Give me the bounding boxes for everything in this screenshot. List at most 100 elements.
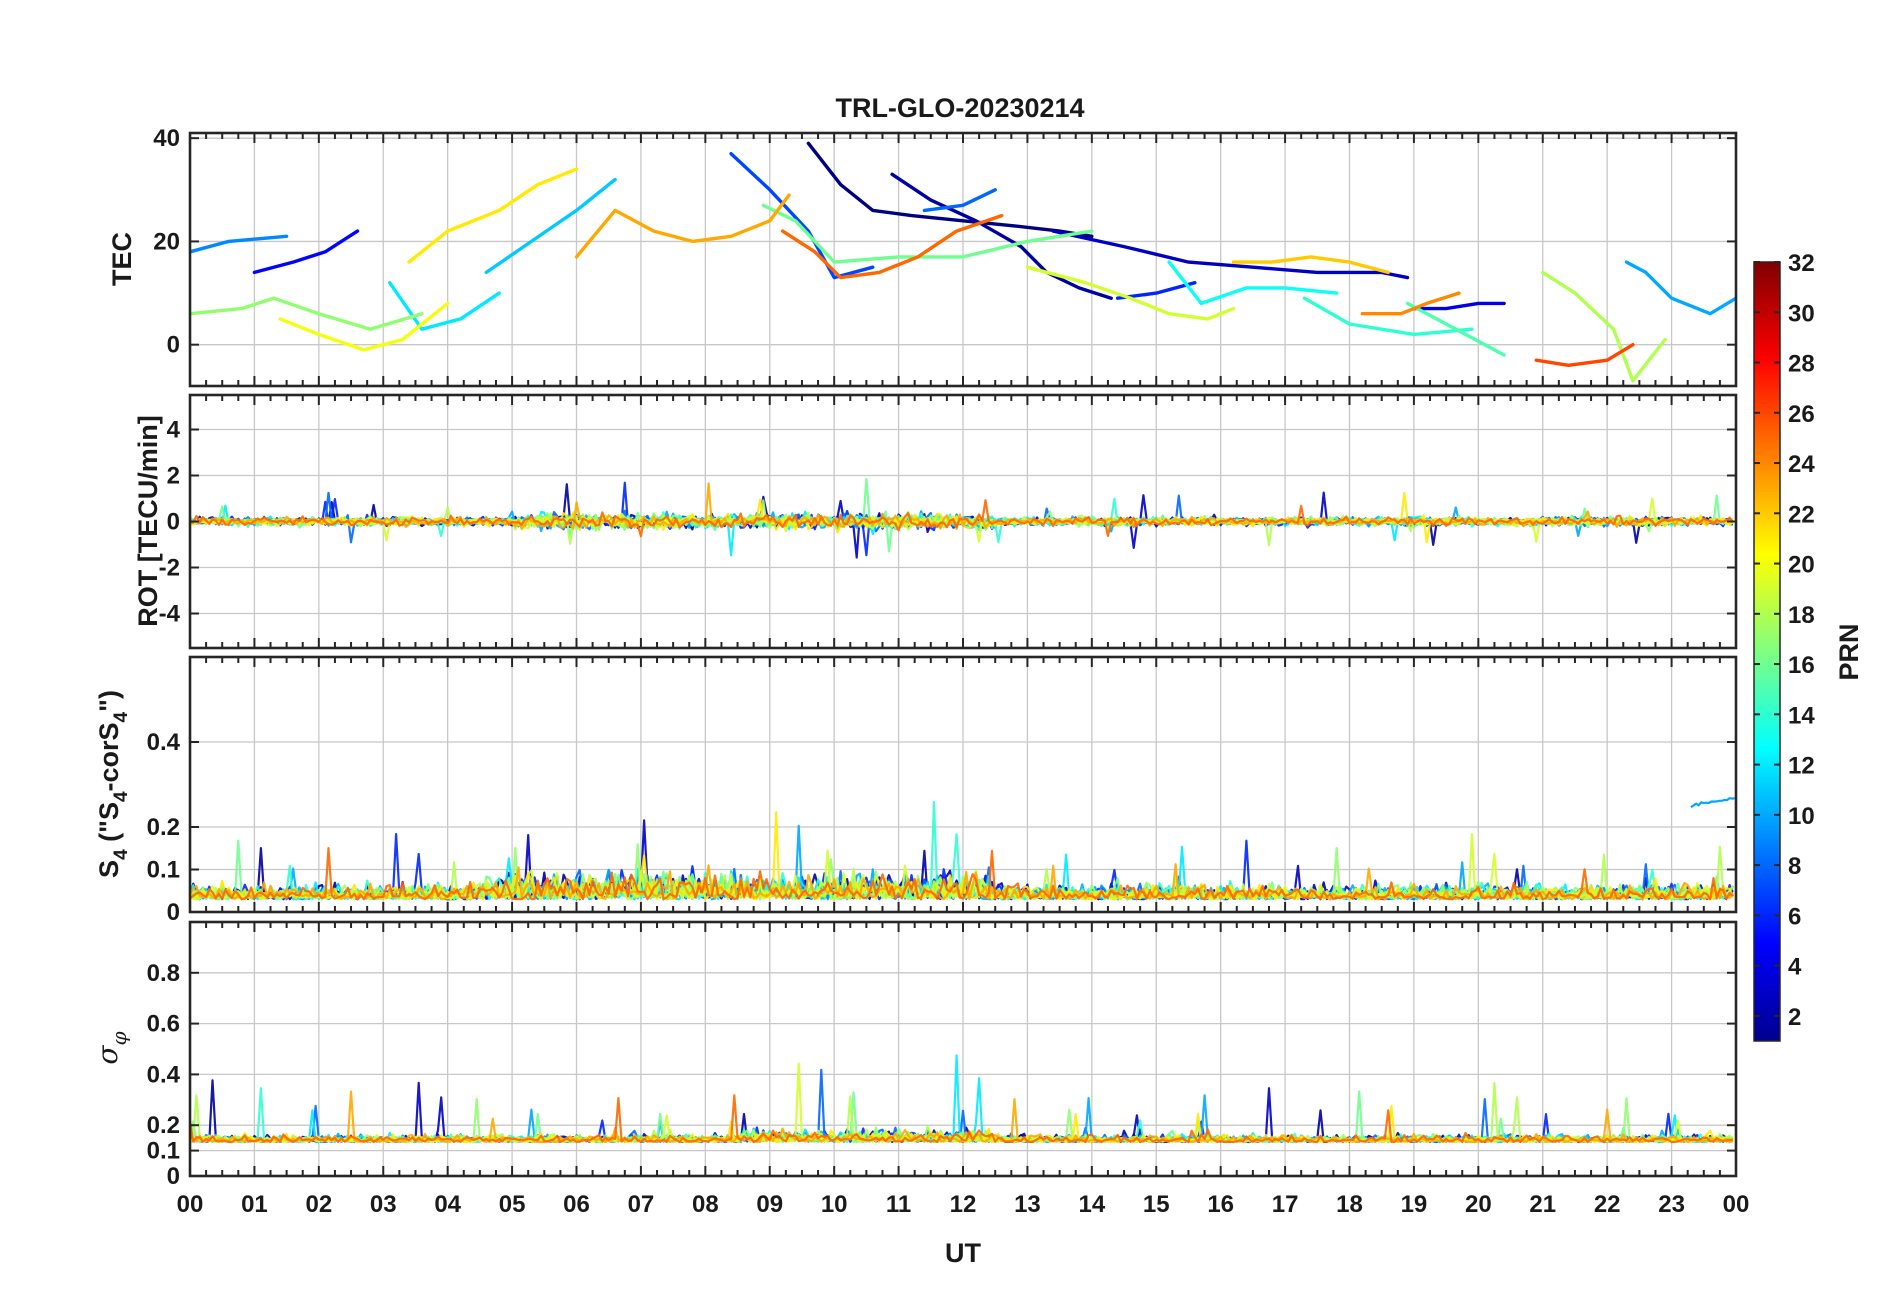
x-tick-label: 20	[1465, 1191, 1492, 1218]
rot-y-tick-labels: -4 -2 0 2 4	[159, 417, 181, 628]
colorbar-tick-label: 2	[1788, 1004, 1801, 1031]
colorbar-tick-label: 16	[1788, 652, 1815, 679]
tec-trace-prn-9	[190, 234, 289, 254]
tec-y-tick-labels: 0 20 40	[153, 125, 180, 359]
colorbar-tick-label: 28	[1788, 351, 1815, 378]
s4-y-tick-label: 0	[167, 899, 180, 926]
x-tick-label: 02	[305, 1191, 332, 1218]
tec-trace-prn-5	[252, 229, 360, 275]
x-tick-label: 01	[241, 1191, 268, 1218]
sigma-trace-prn-25	[190, 1094, 1734, 1144]
tec-trace-prn-26	[1534, 343, 1635, 367]
colorbar-tick-label: 24	[1788, 451, 1815, 478]
sigma-data	[190, 1054, 1734, 1144]
rot-y-tick-label: -2	[159, 555, 180, 582]
s4-y-tick-label: 0.1	[147, 857, 180, 884]
sigma-y-tick-labels: 00.10.2 0.4 0.6 0.8	[147, 960, 181, 1190]
x-tick-label: 12	[950, 1191, 977, 1218]
s4-y-label-main: S	[94, 860, 124, 878]
colorbar-gradient	[1753, 261, 1781, 1042]
x-tick-label: 05	[499, 1191, 526, 1218]
tec-y-tick-label: 0	[167, 332, 180, 359]
sigma-phi-panel: 00.10.2 0.4 0.6 0.8	[147, 920, 1738, 1190]
s4-y-tick-label: 0.2	[147, 814, 180, 841]
sigma-y-label-sub: φ	[107, 1031, 131, 1045]
sigma-y-label: σφ	[91, 1031, 131, 1064]
tec-trace-prn-4	[1412, 301, 1506, 311]
colorbar-tick-label: 20	[1788, 552, 1815, 579]
s4-trace-prn-25	[190, 847, 1734, 901]
rot-trace-prn-2	[190, 483, 1734, 546]
colorbar-tick-label: 14	[1788, 702, 1815, 729]
rot-trace-prn-12	[190, 504, 1734, 557]
s4-y-label-mid: ("S	[94, 802, 124, 849]
chart-title: TRL-GLO-20230214	[835, 93, 1084, 123]
x-tick-label: 08	[692, 1191, 719, 1218]
x-tick-label: 00	[177, 1191, 204, 1218]
colorbar-tick-label: 18	[1788, 602, 1815, 629]
tec-trace-prn-13	[1167, 260, 1339, 306]
colorbar-tick-label: 4	[1788, 954, 1802, 981]
s4-y-label-mid2: -corS	[94, 722, 124, 791]
x-tick-label: 18	[1336, 1191, 1363, 1218]
tec-trace-prn-7	[729, 152, 875, 280]
rot-trace-prn-23	[190, 482, 1734, 530]
x-tick-label: 23	[1658, 1191, 1685, 1218]
colorbar-tick-label: 8	[1788, 853, 1801, 880]
rot-trace-prn-25	[190, 499, 1734, 538]
s4-trace-outlier-prn-10	[1690, 797, 1735, 809]
x-tick-label: 14	[1078, 1191, 1105, 1218]
rot-data	[190, 478, 1734, 559]
tec-trace-prn-12	[388, 281, 501, 331]
tec-trace-prn-1	[806, 141, 1094, 238]
tec-trace-prn-11	[484, 177, 617, 275]
tec-y-label: TEC	[107, 232, 137, 286]
x-tick-label: 11	[886, 1191, 911, 1218]
x-tick-label: 07	[628, 1191, 655, 1218]
s4-y-label-sub3: 4	[111, 711, 132, 722]
rot-panel: -4 -2 0 2 4	[159, 393, 1738, 650]
sigma-y-tick-label: 0.4	[147, 1061, 181, 1088]
tec-trace-prn-15	[1405, 301, 1506, 357]
tec-tick-marks	[189, 133, 1737, 386]
x-tick-label: 16	[1207, 1191, 1234, 1218]
s4-trace-prn-21	[190, 811, 1734, 901]
x-tick-label: 06	[563, 1191, 590, 1218]
tec-trace-prn-2	[890, 172, 1113, 300]
tec-trace-prn-8	[922, 188, 997, 213]
s4-y-label-sub2: 4	[111, 791, 132, 802]
x-tick-label: 22	[1594, 1191, 1621, 1218]
rot-trace-prn-16	[190, 478, 1734, 553]
s4-y-label-sub1: 4	[111, 849, 132, 860]
x-tick-label: 00	[1723, 1191, 1750, 1218]
tec-trace-prn-14	[1302, 296, 1474, 337]
tec-trace-prn-25	[780, 213, 1004, 280]
rot-y-tick-label: -4	[159, 601, 181, 628]
sigma-y-tick-label: 0	[167, 1163, 180, 1190]
tec-trace-prn-16	[761, 203, 1094, 264]
tec-trace-prn-21	[407, 167, 579, 264]
tec-trace-prn-24	[1360, 291, 1461, 316]
tec-data	[190, 141, 1736, 383]
tec-grid	[189, 133, 1737, 386]
tec-trace-prn-18	[1541, 270, 1667, 383]
x-tick-label: 04	[434, 1191, 461, 1218]
rot-y-label: ROT [TECU/min]	[133, 415, 163, 626]
x-tick-label: 17	[1272, 1191, 1299, 1218]
rot-y-tick-label: 4	[167, 417, 181, 444]
s4-grid	[189, 657, 1737, 913]
sigma-y-label-main: σ	[91, 1045, 124, 1065]
rot-y-tick-label: 0	[167, 509, 180, 536]
x-tick-label: 09	[756, 1191, 783, 1218]
x-tick-label: 21	[1529, 1191, 1556, 1218]
tec-trace-prn-19	[1025, 265, 1236, 321]
tec-trace-prn-23	[574, 193, 791, 259]
s4-panel: 0 0.1 0.2 0.4	[147, 655, 1738, 926]
s4-y-label: S4 ("S4-corS4")	[94, 690, 132, 878]
tec-trace-prn-17	[190, 296, 424, 331]
s4-data	[190, 797, 1735, 901]
tec-trace-prn-3	[1051, 229, 1410, 280]
